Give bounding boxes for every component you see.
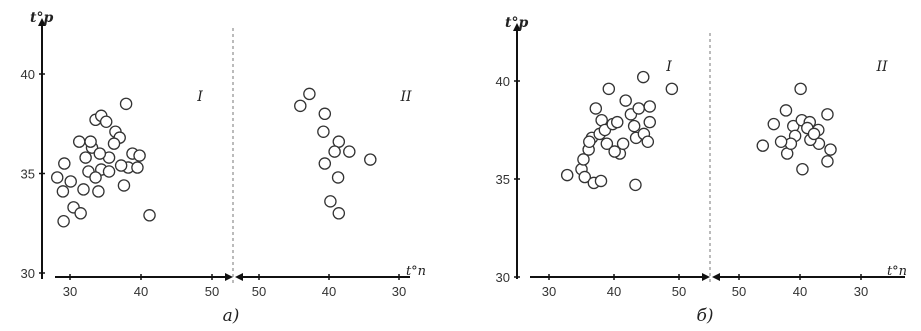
x-tick-label: 40	[134, 284, 148, 299]
data-point	[331, 171, 345, 184]
data-point	[794, 82, 807, 96]
group-label: II	[875, 59, 888, 75]
data-point	[133, 149, 146, 162]
data-point	[303, 87, 316, 101]
data-point	[632, 102, 645, 115]
data-point	[643, 100, 657, 113]
data-point	[332, 207, 346, 220]
data-point	[58, 157, 71, 170]
panel-label: а)	[223, 306, 240, 326]
x-axis-label: t°п	[406, 264, 426, 279]
data-point	[602, 82, 616, 96]
data-point	[600, 137, 614, 150]
data-point	[577, 153, 590, 166]
data-point	[324, 195, 337, 208]
data-point	[821, 155, 834, 168]
data-point	[616, 137, 630, 150]
data-point	[92, 185, 105, 198]
data-point	[119, 97, 133, 111]
data-point	[578, 170, 592, 184]
data-point	[807, 127, 821, 141]
data-point	[641, 135, 655, 149]
data-point	[637, 70, 650, 84]
data-point	[318, 157, 332, 170]
data-point	[328, 145, 341, 158]
data-point	[56, 185, 70, 198]
data-point	[594, 174, 608, 188]
data-point	[50, 171, 64, 184]
data-point	[93, 147, 107, 160]
data-point	[74, 207, 87, 220]
data-point	[102, 165, 116, 178]
data-point	[665, 82, 679, 96]
data-point	[756, 139, 770, 152]
data-point	[608, 145, 621, 158]
data-point	[364, 153, 377, 166]
x-axis-label: t°п	[887, 264, 907, 279]
data-point	[89, 171, 102, 184]
x-tick-label: 30	[392, 284, 406, 299]
y-tick-label: 30	[21, 266, 35, 281]
data-point	[117, 179, 131, 192]
data-point	[77, 183, 90, 196]
x-tick-label: 30	[63, 284, 77, 299]
group-label: II	[399, 89, 412, 105]
y-tick-label: 30	[496, 270, 510, 285]
y-tick-label: 35	[21, 167, 35, 182]
data-point	[79, 151, 92, 164]
data-point	[589, 102, 603, 115]
data-point	[114, 159, 128, 172]
data-point	[774, 135, 788, 149]
x-tick-label: 40	[793, 284, 807, 299]
group-label: I	[196, 89, 203, 105]
data-point	[821, 108, 834, 121]
data-point	[131, 161, 144, 174]
data-point	[107, 137, 121, 150]
data-point	[824, 143, 837, 156]
data-point	[643, 115, 657, 129]
x-tick-label: 40	[322, 284, 336, 299]
data-point	[629, 178, 642, 192]
y-axis-label: t°p	[505, 15, 528, 31]
x-tick-label: 30	[854, 284, 868, 299]
y-axis-label: t°p	[30, 10, 53, 26]
data-point	[72, 135, 86, 148]
x-tick-label: 50	[252, 284, 266, 299]
data-point	[84, 135, 97, 148]
group-label: I	[665, 59, 672, 75]
data-point	[294, 99, 307, 113]
data-point	[560, 168, 574, 182]
data-point	[143, 209, 156, 222]
x-tick-label: 50	[205, 284, 219, 299]
x-tick-label: 50	[672, 284, 686, 299]
data-point	[779, 104, 793, 117]
x-tick-label: 30	[542, 284, 556, 299]
data-point	[611, 115, 624, 129]
y-tick-label: 40	[21, 67, 35, 82]
data-point	[57, 215, 70, 228]
data-point	[627, 119, 641, 133]
data-point	[583, 135, 596, 149]
x-tick-label: 50	[732, 284, 746, 299]
data-point	[317, 125, 330, 138]
data-point	[619, 94, 632, 107]
data-point	[767, 117, 781, 131]
data-point	[64, 175, 77, 188]
data-point	[318, 107, 332, 121]
y-tick-label: 40	[496, 74, 510, 89]
y-tick-label: 35	[496, 172, 510, 187]
panel-label: б)	[696, 306, 713, 326]
data-point	[796, 162, 809, 176]
data-point	[99, 115, 113, 129]
data-point	[343, 145, 356, 158]
x-tick-label: 40	[607, 284, 621, 299]
